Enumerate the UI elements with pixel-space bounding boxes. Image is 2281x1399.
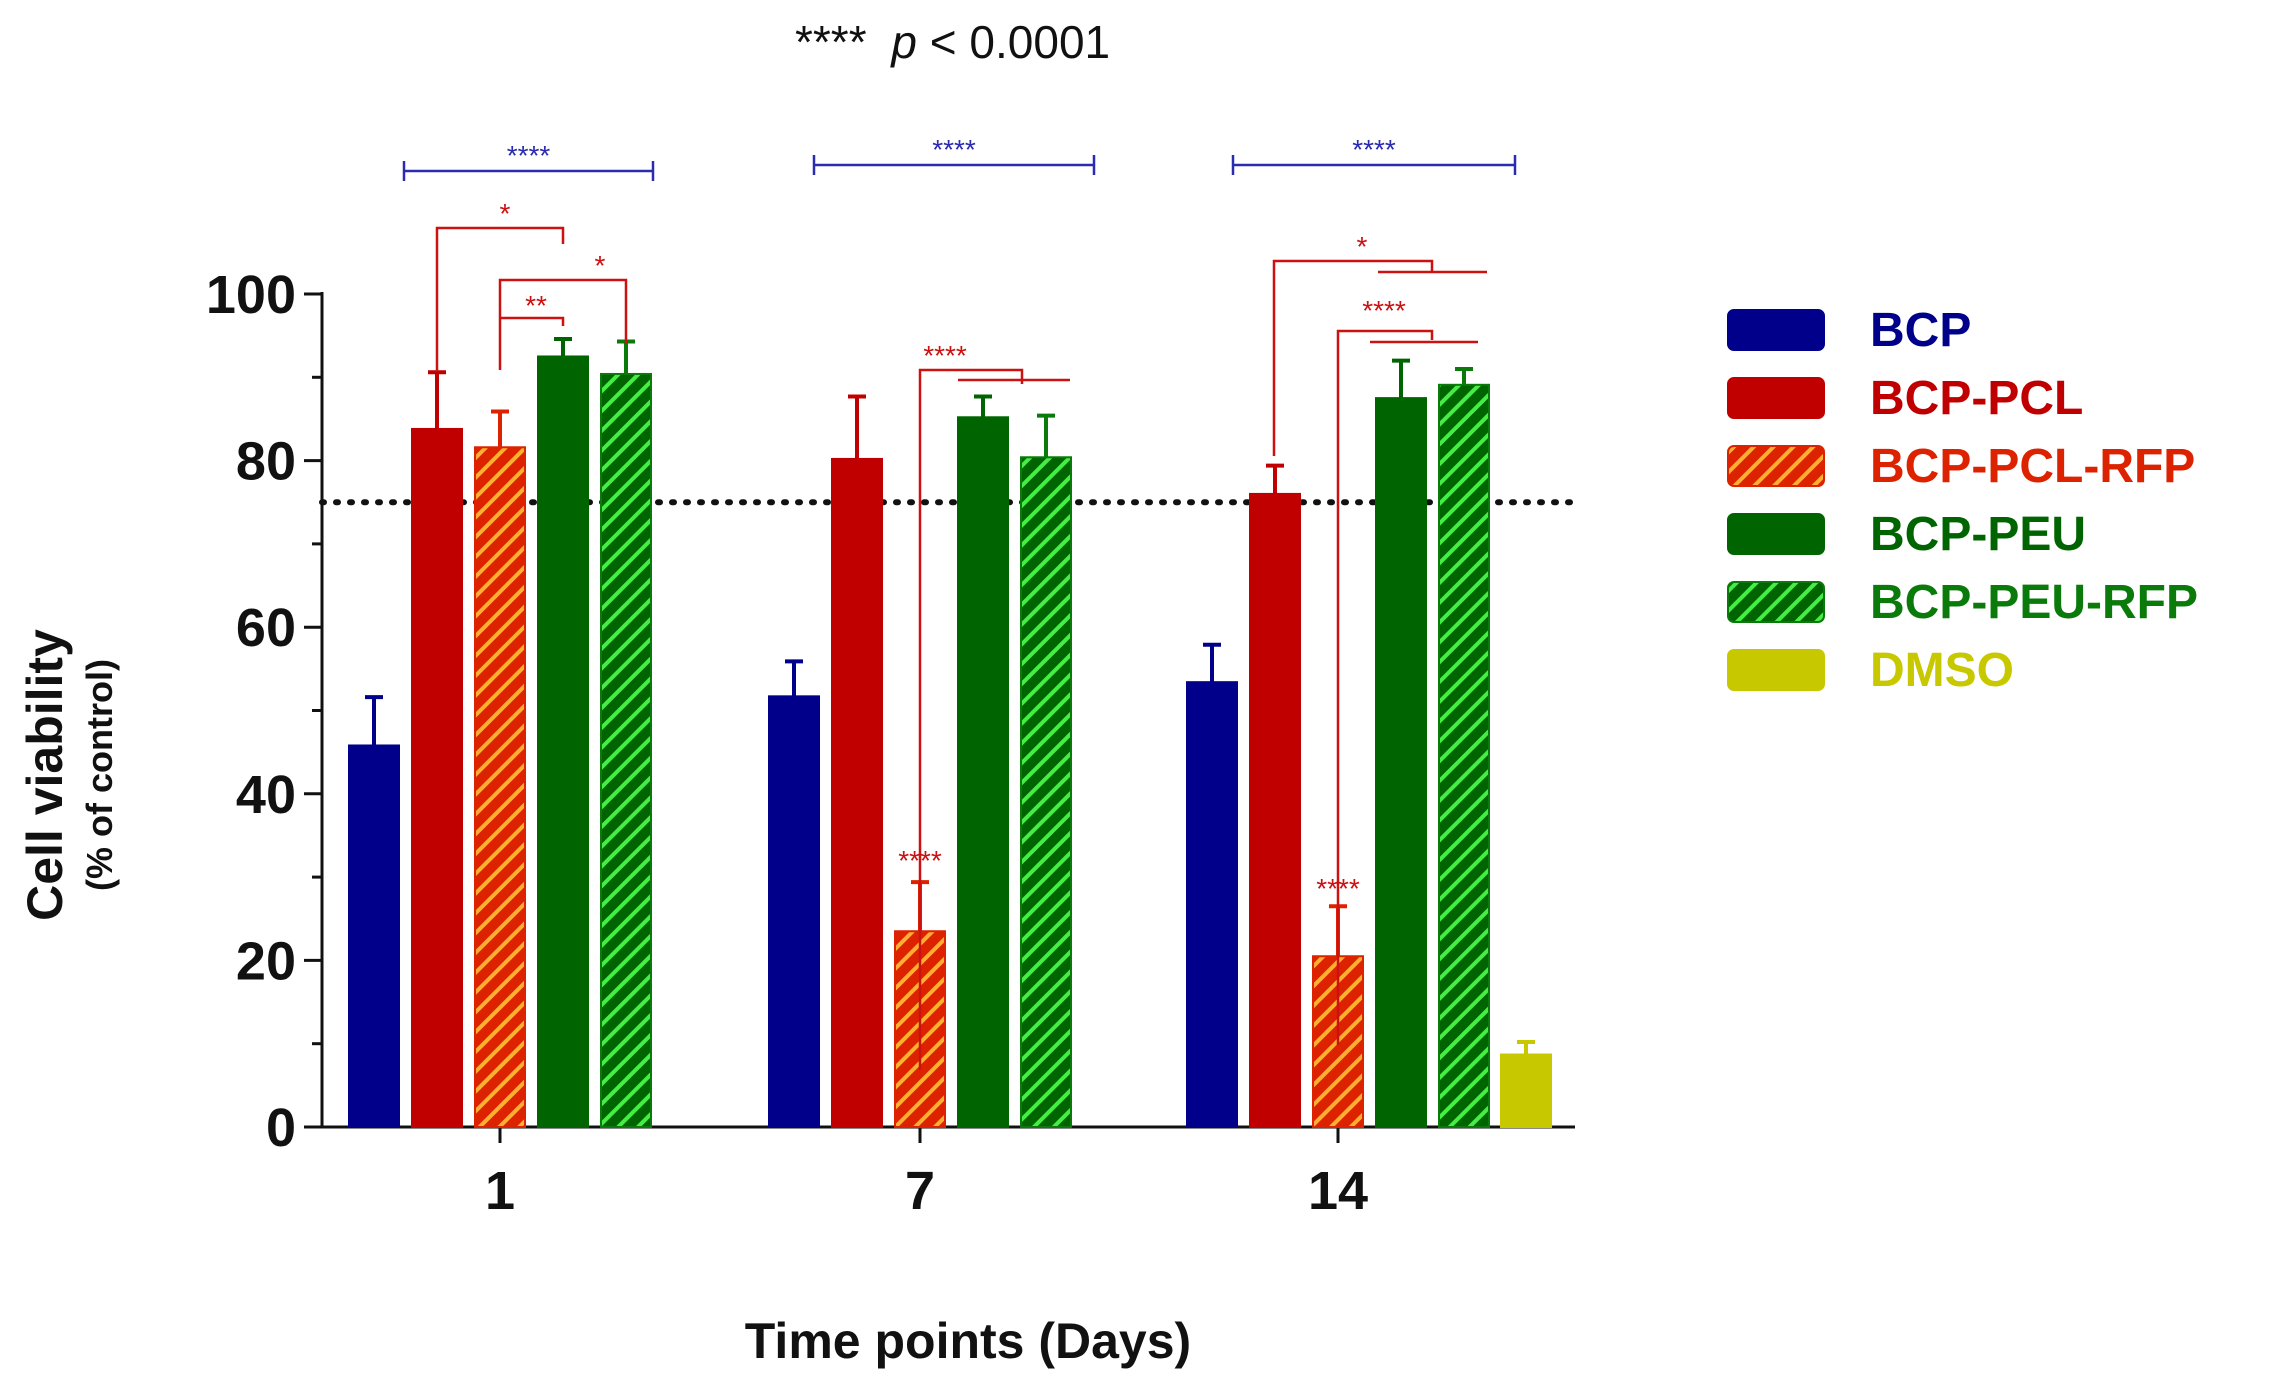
legend-swatch-bcp xyxy=(1727,309,1825,351)
y-tick-label: 80 xyxy=(236,432,296,492)
bar-bcp-peu-rfp-day-7 xyxy=(1020,456,1072,1128)
legend: BCP BCP-PCL BCP-PCL-RFP BCP-PEU BCP-PEU-RFP D… xyxy=(1727,304,2198,697)
x-tick-label: 1 xyxy=(485,1161,515,1221)
bar-bcp-pcl-rfp-day-1 xyxy=(474,446,526,1129)
bar-bcp-peu-rfp-day-1 xyxy=(600,372,652,1128)
bar-bcp-day-7 xyxy=(768,695,820,1128)
legend-label-bcp-peu-rfp: BCP-PEU-RFP xyxy=(1870,576,2198,629)
legend-label-bcp-peu: BCP-PEU xyxy=(1870,508,2086,561)
bar-bcp-pcl-day-7 xyxy=(831,457,883,1128)
bar-bcp-pcl-day-1 xyxy=(411,427,463,1129)
legend-swatch-bcp-peu-rfp xyxy=(1727,581,1825,623)
p-note-rest: < 0.0001 xyxy=(930,16,1110,68)
legend-swatch-dmso xyxy=(1727,649,1825,691)
sig-bracket-red xyxy=(500,316,565,326)
bar-bcp-day-1 xyxy=(348,744,400,1129)
y-axis-subtitle: (% of control) xyxy=(79,659,120,891)
legend-swatch-bcp-pcl-rfp xyxy=(1727,445,1825,487)
bar-bcp-peu-day-7 xyxy=(957,416,1009,1128)
legend-label-bcp-pcl-rfp: BCP-PCL-RFP xyxy=(1870,440,2195,493)
y-tick-label: 100 xyxy=(206,265,296,325)
sig-label-red: **** xyxy=(923,340,967,371)
x-tick-label: 7 xyxy=(905,1161,935,1221)
p-note-stars: **** xyxy=(795,16,867,68)
bar-bcp-peu-rfp-day-14 xyxy=(1438,383,1490,1128)
x-tick-label: 14 xyxy=(1308,1161,1368,1221)
sig-label-red: * xyxy=(595,250,606,281)
sig-label-red: ** xyxy=(525,290,547,321)
bar-bcp-peu-day-1 xyxy=(537,355,589,1129)
bar-bcp-peu-day-14 xyxy=(1375,397,1427,1128)
sig-label-red: **** xyxy=(1316,873,1360,904)
legend-label-dmso: DMSO xyxy=(1870,644,2014,697)
sig-label-blue: **** xyxy=(932,134,976,165)
sig-bracket-red xyxy=(1272,259,1434,456)
sig-bracket-red xyxy=(918,368,1024,1070)
sig-bracket-red xyxy=(1336,329,1434,1045)
y-axis-title: Cell viability xyxy=(17,629,73,921)
sig-label-red: **** xyxy=(1362,295,1406,326)
p-note-p: p xyxy=(889,16,917,68)
y-tick-label: 20 xyxy=(236,931,296,991)
sig-label-red: * xyxy=(500,198,511,229)
sig-label-red: **** xyxy=(898,845,942,876)
legend-label-bcp-pcl: BCP-PCL xyxy=(1870,372,2083,425)
sig-bracket-red xyxy=(498,278,628,370)
p-value-note: **** p < 0.0001 xyxy=(795,16,1110,68)
y-tick-label: 0 xyxy=(266,1098,296,1158)
legend-swatch-bcp-pcl xyxy=(1727,377,1825,419)
y-tick-label: 60 xyxy=(236,598,296,658)
y-tick-label: 40 xyxy=(236,765,296,825)
sig-label-red: * xyxy=(1357,231,1368,262)
sig-label-blue: **** xyxy=(1352,134,1396,165)
sig-bracket-red xyxy=(435,226,565,372)
x-axis-title: Time points (Days) xyxy=(745,1313,1191,1369)
legend-swatch-bcp-peu xyxy=(1727,513,1825,555)
sig-label-blue: **** xyxy=(507,140,551,171)
bar-bcp-pcl-day-14 xyxy=(1249,492,1301,1129)
bar-bcp-day-14 xyxy=(1186,681,1238,1128)
legend-label-bcp: BCP xyxy=(1870,304,1971,357)
bar-dmso-day-14 xyxy=(1500,1053,1552,1129)
